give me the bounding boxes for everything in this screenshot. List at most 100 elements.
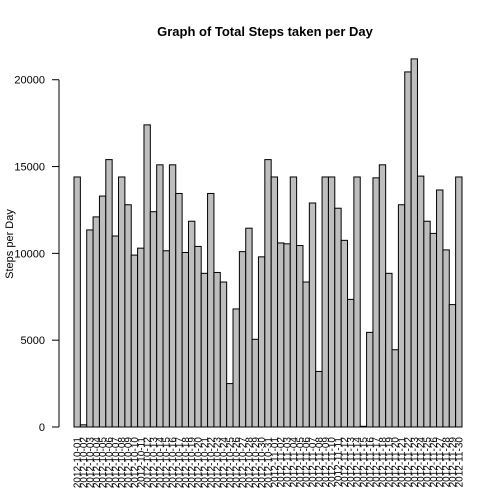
bar-2012-10-18 <box>181 252 189 428</box>
bar-2012-11-14 <box>353 176 361 428</box>
x-tick-label: 2012-10-29 <box>251 437 262 489</box>
x-tick-label: 2012-11-30 <box>454 437 465 488</box>
x-tick-label: 2012-10-27 <box>238 437 249 489</box>
bar-2012-10-03 <box>86 229 94 428</box>
bar-2012-10-14 <box>156 164 164 428</box>
x-tick-label: 2012-11-11 <box>333 437 344 487</box>
x-tick-label: 2012-11-29 <box>448 437 459 488</box>
bar-2012-10-25 <box>226 383 234 428</box>
bar-2012-10-24 <box>219 281 228 428</box>
bar-2012-11-15 <box>359 425 368 428</box>
bar-2012-11-06 <box>302 281 310 428</box>
bar-2012-10-01 <box>73 176 81 428</box>
x-tick-label: 2012-10-22 <box>206 437 217 489</box>
bar-2012-10-11 <box>137 247 145 428</box>
x-tick-label: 2012-11-01 <box>270 437 281 488</box>
x-tick-label: 2012-10-14 <box>155 437 166 489</box>
x-tick-label: 2012-11-27 <box>435 437 446 488</box>
bar-2012-11-28 <box>442 249 450 428</box>
x-tick-label: 2012-10-28 <box>244 437 255 489</box>
bar-2012-11-13 <box>347 298 355 428</box>
bar-2012-10-23 <box>213 271 221 428</box>
bar-2012-11-10 <box>327 176 336 428</box>
x-tick-label: 2012-11-14 <box>353 437 364 488</box>
x-tick-label: 2012-11-06 <box>302 437 313 488</box>
bar-2012-10-28 <box>245 227 253 428</box>
x-tick-label: 2012-11-18 <box>378 437 389 488</box>
x-tick-label: 2012-11-19 <box>384 437 395 488</box>
x-axis-labels: 2012-10-012012-10-022012-10-032012-10-04… <box>73 437 466 489</box>
bar-2012-11-20 <box>391 349 399 428</box>
bar-2012-11-30 <box>455 176 463 428</box>
bar-2012-10-08 <box>118 176 126 428</box>
y-axis-label: Steps per Day <box>4 209 16 279</box>
x-tick-label: 2012-10-18 <box>181 437 192 489</box>
bar-2012-10-26 <box>232 308 240 428</box>
x-tick-label: 2012-11-13 <box>346 437 357 488</box>
x-tick-label: 2012-10-16 <box>168 437 179 489</box>
y-tick-label: 5000 <box>21 335 45 347</box>
x-tick-label: 2012-10-05 <box>98 437 109 489</box>
bars <box>73 58 463 428</box>
bar-2012-10-10 <box>130 254 139 428</box>
x-tick-label: 2012-11-24 <box>416 437 427 488</box>
bar-2012-10-07 <box>111 235 120 428</box>
x-tick-label: 2012-10-11 <box>136 437 147 488</box>
bar-2012-11-08 <box>315 370 323 428</box>
bar-2012-10-12 <box>143 124 151 428</box>
bar-2012-11-24 <box>416 175 425 428</box>
bar-2012-10-30 <box>257 256 266 428</box>
x-tick-label: 2012-10-02 <box>79 437 90 489</box>
bar-2012-11-26 <box>429 232 438 428</box>
x-tick-label: 2012-10-25 <box>225 437 236 489</box>
x-tick-label: 2012-10-20 <box>194 437 205 489</box>
x-tick-label: 2012-11-20 <box>391 437 402 488</box>
x-tick-label: 2012-10-08 <box>117 437 128 489</box>
x-tick-label: 2012-10-23 <box>213 437 224 489</box>
x-tick-label: 2012-10-15 <box>162 437 173 489</box>
bar-2012-11-27 <box>436 189 444 428</box>
x-tick-label: 2012-10-31 <box>264 437 275 489</box>
x-tick-label: 2012-10-03 <box>85 437 96 489</box>
bar-2012-10-16 <box>168 164 177 428</box>
bar-2012-11-16 <box>366 331 374 428</box>
bar-2012-10-15 <box>162 250 170 428</box>
x-tick-label: 2012-11-05 <box>295 437 306 488</box>
bar-2012-10-27 <box>238 251 247 428</box>
bar-2012-10-04 <box>92 216 100 428</box>
x-tick-label: 2012-11-09 <box>321 437 332 488</box>
x-tick-label: 2012-11-25 <box>423 437 434 488</box>
bar-2012-10-02 <box>79 424 88 428</box>
bar-2012-11-25 <box>423 220 431 428</box>
bar-2012-10-06 <box>105 159 113 428</box>
bar-2012-11-01 <box>270 176 279 428</box>
bar-2012-10-09 <box>124 204 132 428</box>
bar-2012-10-29 <box>251 338 259 428</box>
bar-2012-11-12 <box>340 239 349 428</box>
x-tick-label: 2012-11-03 <box>283 437 294 488</box>
x-tick-label: 2012-11-10 <box>327 437 338 488</box>
bar-2012-10-20 <box>194 245 202 428</box>
x-tick-label: 2012-10-24 <box>219 437 230 489</box>
bar-2012-11-07 <box>308 202 317 428</box>
bar-2012-11-18 <box>378 164 387 428</box>
bar-2012-10-21 <box>200 272 209 428</box>
x-tick-label: 2012-11-23 <box>410 437 421 488</box>
bar-2012-10-05 <box>98 195 107 428</box>
bar-2012-11-17 <box>372 177 380 428</box>
x-tick-label: 2012-11-08 <box>314 437 325 488</box>
y-tick-label: 15000 <box>14 162 45 174</box>
x-tick-label: 2012-11-17 <box>372 437 383 488</box>
bar-2012-11-29 <box>448 304 457 428</box>
bar-2012-11-11 <box>334 207 342 428</box>
x-tick-label: 2012-11-07 <box>308 437 319 488</box>
x-tick-label: 2012-10-17 <box>174 437 185 489</box>
x-tick-label: 2012-11-02 <box>276 437 287 488</box>
x-tick-label: 2012-11-22 <box>403 437 414 488</box>
x-tick-label: 2012-10-12 <box>143 437 154 489</box>
bar-2012-11-22 <box>404 71 412 428</box>
bar-2012-11-02 <box>277 242 285 428</box>
bar-2012-10-13 <box>149 211 158 428</box>
